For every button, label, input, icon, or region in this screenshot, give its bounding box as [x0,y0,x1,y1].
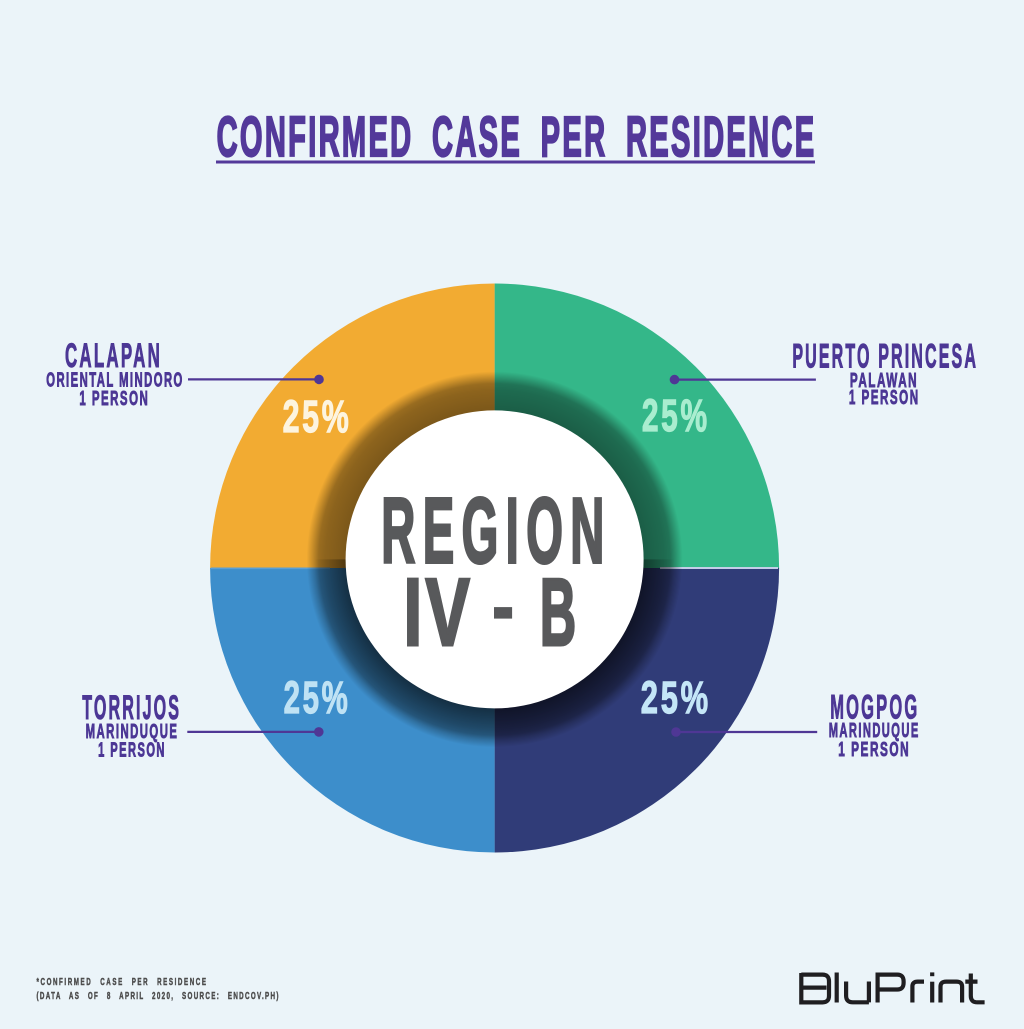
svg-text:MARINDUQUE: MARINDUQUE [86,721,179,743]
svg-text:PUERTO PRINCESA: PUERTO PRINCESA [792,337,978,375]
svg-text:CONFIRMED CASE PER RESIDENCE: CONFIRMED CASE PER RESIDENCE [217,104,817,168]
svg-text:MOGPOG: MOGPOG [830,688,919,726]
svg-text:1 PERSON: 1 PERSON [79,388,149,410]
svg-text:25%: 25% [641,673,711,723]
svg-text:PALAWAN: PALAWAN [850,370,918,392]
svg-text:1 PERSON: 1 PERSON [849,387,920,409]
svg-text:CALAPAN: CALAPAN [65,336,162,374]
svg-text:1 PERSON: 1 PERSON [838,737,910,760]
svg-text:TORRIJOS: TORRIJOS [82,688,181,726]
svg-text:25%: 25% [284,673,351,724]
svg-text:1 PERSON: 1 PERSON [98,739,166,761]
svg-text:25%: 25% [283,392,352,443]
svg-text:ORIENTAL MINDORO: ORIENTAL MINDORO [46,369,184,391]
svg-text:MARINDUQUE: MARINDUQUE [829,720,920,742]
svg-text:(DATA AS OF 8 APRIL 2020, SOUR: (DATA AS OF 8 APRIL 2020, SOURCE: ENDCOV… [37,990,280,1002]
svg-text:25%: 25% [642,391,710,442]
svg-text:*CONFIRMED CASE PER RESIDENCE: *CONFIRMED CASE PER RESIDENCE [37,976,208,988]
svg-text:REGION: REGION [381,479,612,582]
svg-text:IV: IV [404,560,474,666]
svg-text:B: B [540,560,576,666]
